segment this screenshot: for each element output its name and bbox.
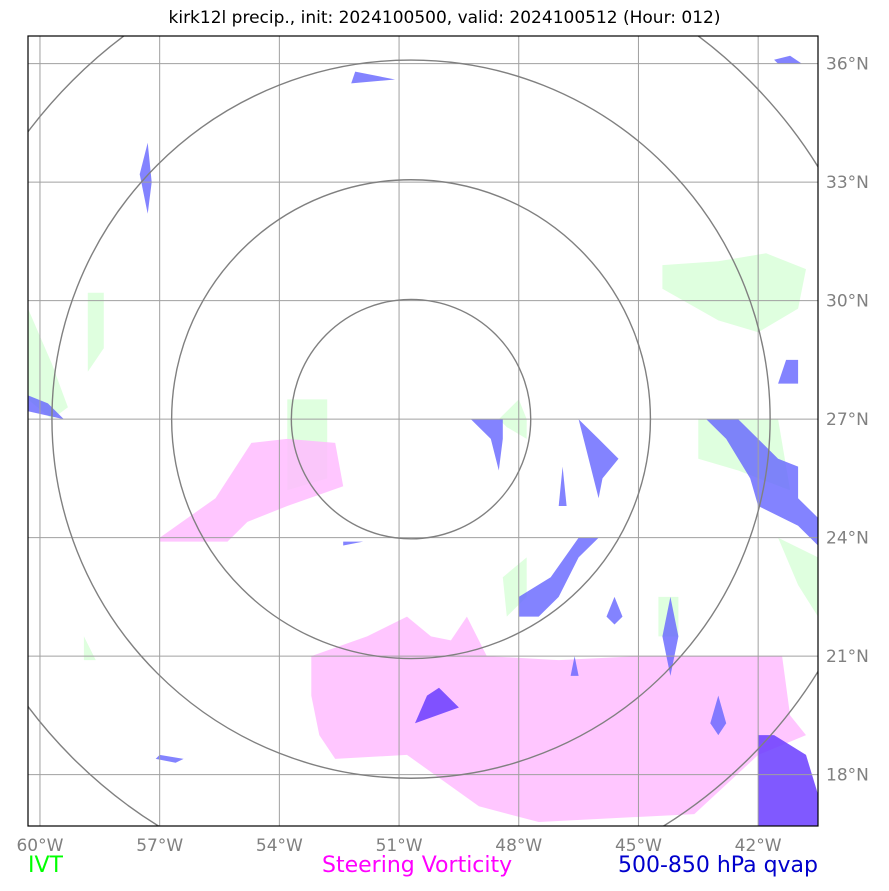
qvap-region-9 — [518, 537, 599, 617]
lat-tick-label: 18°N — [826, 766, 869, 786]
qvap-region-14 — [155, 754, 184, 763]
range-ring-1 — [170, 179, 652, 660]
ivt-region-4 — [662, 253, 806, 333]
ivt-region-8 — [83, 636, 96, 661]
lat-tick-label: 36°N — [826, 55, 869, 75]
lat-tick-label: 33°N — [826, 173, 869, 193]
qvap-region-3 — [774, 55, 802, 64]
lon-tick-label: 45°W — [615, 836, 662, 856]
qvap-region-5 — [578, 419, 619, 499]
lon-tick-label: 51°W — [376, 836, 423, 856]
lon-tick-label: 42°W — [735, 836, 782, 856]
qvap-region-12 — [710, 695, 727, 736]
lat-tick-label: 24°N — [826, 529, 869, 549]
latitude-labels: 18°N 21°N 24°N 27°N 30°N 33°N 36°N — [826, 55, 869, 786]
lat-tick-label: 27°N — [826, 410, 869, 430]
qvap-region-13 — [570, 656, 579, 676]
vorticity-region-1 — [311, 616, 806, 822]
qvap-region-0 — [28, 395, 64, 420]
lon-tick-label: 54°W — [256, 836, 303, 856]
qvap-region-6 — [558, 466, 567, 506]
qvap-region-2 — [351, 71, 396, 84]
legend-qvap: 500-850 hPa qvap — [617, 853, 818, 878]
range-ring-2 — [51, 59, 771, 779]
ivt-region-6 — [778, 537, 818, 617]
lat-tick-label: 30°N — [826, 292, 869, 312]
ivt-region-0 — [28, 308, 68, 420]
longitude-labels: 60°W 57°W 54°W 51°W 48°W 45°W 42°W — [16, 836, 781, 856]
qvap-dark-region-0 — [415, 687, 459, 724]
qvap-region-10 — [606, 596, 623, 625]
lon-tick-label: 60°W — [16, 836, 63, 856]
vorticity-layer — [159, 438, 806, 822]
map-frame — [27, 35, 819, 827]
qvap-region-8 — [706, 419, 818, 546]
lat-tick-label: 21°N — [826, 647, 869, 667]
map-title: kirk12l precip., init: 2024100500, valid… — [168, 8, 721, 28]
qvap-region-15 — [343, 541, 364, 546]
lon-tick-label: 57°W — [136, 836, 183, 856]
range-ring-0 — [290, 298, 532, 540]
legend-ivt: IVT — [28, 853, 63, 878]
legend-steering-vorticity: Steering Vorticity — [322, 853, 513, 878]
lon-tick-label: 48°W — [495, 836, 542, 856]
vorticity-region-0 — [159, 438, 344, 542]
qvap-region-7 — [778, 359, 799, 384]
qvap-region-4 — [470, 419, 503, 471]
ivt-region-1 — [87, 292, 104, 372]
qvap-dark-region-1 — [758, 735, 818, 826]
ivt-layer — [28, 253, 818, 661]
